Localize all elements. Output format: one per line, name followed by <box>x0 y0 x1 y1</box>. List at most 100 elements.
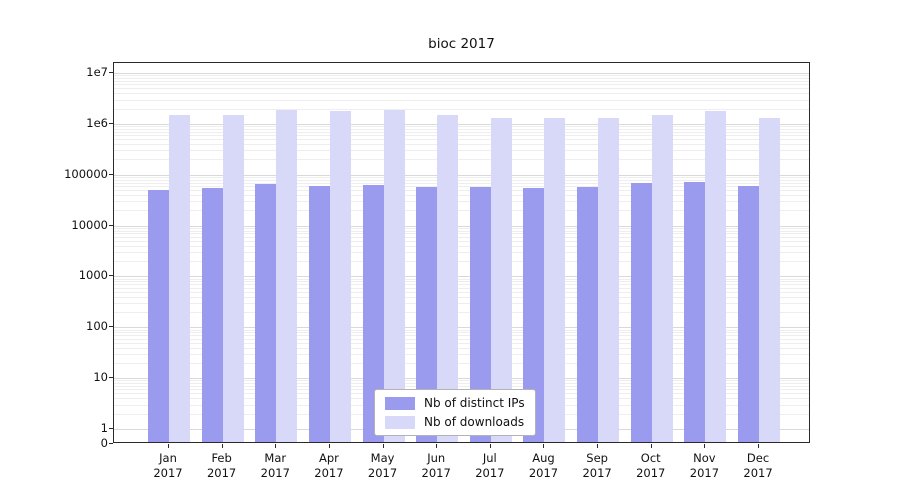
minor-gridline <box>114 296 809 298</box>
minor-gridline <box>114 383 809 385</box>
minor-gridline <box>114 80 809 82</box>
y-tick-label: 1 <box>100 421 108 435</box>
x-tick-mark <box>382 444 384 448</box>
major-gridline <box>114 276 809 278</box>
bar-nb-of-downloads-sep <box>598 117 620 442</box>
bar-nb-of-distinct-ips-dec <box>738 185 760 442</box>
y-tick-mark <box>109 72 113 73</box>
x-tick-mark <box>436 444 438 448</box>
y-tick-label: 0 <box>100 436 108 450</box>
minor-gridline <box>114 347 809 349</box>
minor-gridline <box>114 194 809 196</box>
minor-gridline <box>114 108 809 110</box>
minor-gridline <box>114 338 809 340</box>
minor-gridline <box>114 230 809 232</box>
bar-nb-of-distinct-ips-jun <box>416 186 438 442</box>
y-tick-label: 100000 <box>64 166 108 181</box>
minor-gridline <box>114 75 809 77</box>
x-tick-label: Sep 2017 <box>582 451 612 480</box>
minor-gridline <box>114 362 809 364</box>
minor-gridline <box>114 150 809 152</box>
legend-label-distinct-ips: Nb of distinct IPs <box>424 396 525 410</box>
legend-swatch-downloads <box>385 415 415 429</box>
x-tick-mark <box>168 444 169 448</box>
y-tick-label: 10000 <box>71 217 108 232</box>
minor-gridline <box>114 77 809 79</box>
x-tick-label: Aug 2017 <box>528 451 559 480</box>
minor-gridline <box>114 287 809 289</box>
y-tick-mark <box>109 275 113 277</box>
bar-nb-of-downloads-jan <box>169 115 190 442</box>
minor-gridline <box>114 227 809 229</box>
y-tick-mark <box>109 428 113 429</box>
x-tick-label: Apr 2017 <box>314 451 344 480</box>
y-tick-mark <box>109 326 113 328</box>
bar-nb-of-downloads-dec <box>759 117 781 442</box>
minor-gridline <box>114 380 809 382</box>
minor-gridline <box>114 179 809 181</box>
bar-nb-of-distinct-ips-may <box>362 184 384 442</box>
minor-gridline <box>114 88 809 90</box>
x-tick-mark <box>650 444 652 448</box>
bar-nb-of-downloads-jul <box>490 117 512 442</box>
major-gridline <box>114 174 809 176</box>
y-tick-label: 100 <box>86 319 108 334</box>
minor-gridline <box>114 210 809 212</box>
minor-gridline <box>114 278 809 280</box>
major-gridline <box>114 225 809 227</box>
minor-gridline <box>114 190 809 192</box>
minor-gridline <box>114 144 809 146</box>
y-tick-mark <box>109 173 113 175</box>
bar-nb-of-distinct-ips-jul <box>469 187 491 442</box>
minor-gridline <box>114 335 809 337</box>
y-tick-mark <box>109 443 113 444</box>
y-tick-mark <box>109 377 113 379</box>
minor-gridline <box>114 99 809 101</box>
minor-gridline <box>114 236 809 238</box>
x-tick-mark <box>758 444 760 448</box>
x-tick-mark <box>489 444 491 448</box>
major-gridline <box>114 327 809 329</box>
plot-area: Nb of distinct IPs Nb of downloads <box>113 62 810 443</box>
minor-gridline <box>114 233 809 235</box>
x-tick-label: Jul 2017 <box>475 451 505 480</box>
minor-gridline <box>114 185 809 187</box>
x-tick-label: Nov 2017 <box>689 451 720 480</box>
x-tick-label: Oct 2017 <box>636 451 666 480</box>
minor-gridline <box>114 332 809 334</box>
bar-nb-of-distinct-ips-sep <box>577 186 599 442</box>
minor-gridline <box>114 261 809 263</box>
y-tick-mark <box>109 224 113 226</box>
legend-swatch-distinct-ips <box>385 396 415 410</box>
x-tick-label: Jun 2017 <box>421 451 451 480</box>
minor-gridline <box>114 139 809 141</box>
x-tick-mark <box>221 444 223 448</box>
minor-gridline <box>114 284 809 286</box>
bar-nb-of-downloads-feb <box>222 115 244 442</box>
x-tick-label: Feb 2017 <box>206 451 237 480</box>
minor-gridline <box>114 303 809 305</box>
minor-gridline <box>114 311 809 313</box>
bar-nb-of-distinct-ips-aug <box>523 188 545 442</box>
y-tick-label: 1e6 <box>86 115 108 130</box>
legend-label-downloads: Nb of downloads <box>424 415 525 429</box>
x-tick-label: Mar 2017 <box>260 451 290 480</box>
bar-nb-of-downloads-oct <box>651 115 673 442</box>
bar-nb-of-downloads-nov <box>705 110 727 442</box>
x-tick-label: May 2017 <box>367 451 398 480</box>
minor-gridline <box>114 93 809 95</box>
bar-nb-of-downloads-aug <box>544 117 566 442</box>
legend-item-downloads: Nb of downloads <box>385 415 525 429</box>
bar-nb-of-distinct-ips-feb <box>201 188 223 442</box>
chart-title: bioc 2017 <box>428 36 495 52</box>
minor-gridline <box>114 245 809 247</box>
y-tick-mark <box>109 122 113 124</box>
minor-gridline <box>114 291 809 293</box>
minor-gridline <box>114 84 809 86</box>
x-tick-mark <box>704 444 706 448</box>
x-tick-mark <box>275 444 277 448</box>
minor-gridline <box>114 182 809 184</box>
minor-gridline <box>114 177 809 179</box>
y-tick-label: 10 <box>93 370 108 385</box>
